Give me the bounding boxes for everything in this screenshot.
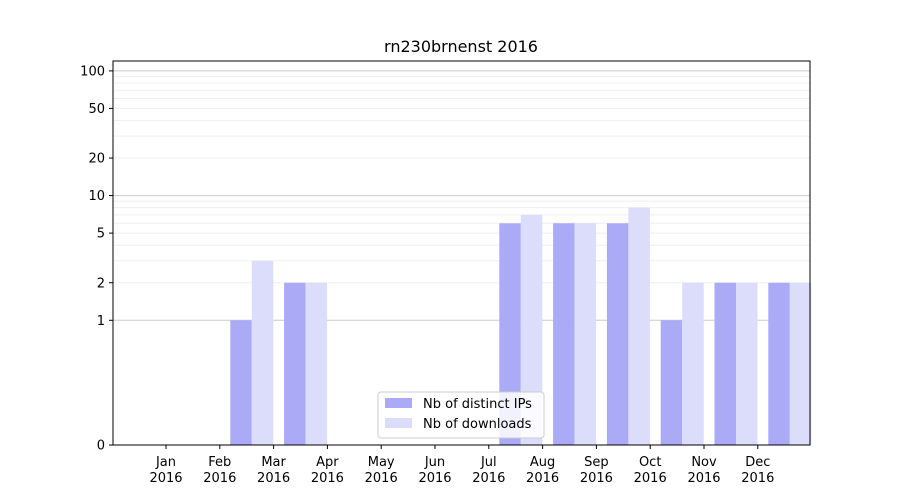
bar-distinct-ips (714, 282, 736, 445)
legend-label: Nb of distinct IPs (423, 397, 532, 412)
bar-distinct-ips (284, 282, 306, 445)
grid-lines (113, 70, 810, 321)
bar-distinct-ips (660, 320, 683, 445)
chart-title: rn230brnenst 2016 (384, 37, 538, 56)
legend-swatch (385, 398, 412, 408)
x-tick-label: Dec 2016 (741, 455, 774, 486)
bar-downloads (305, 282, 328, 445)
y-tick-label: 20 (88, 152, 105, 167)
x-tick-label: Mar 2016 (257, 455, 290, 486)
bar-downloads (789, 282, 812, 445)
x-tick-label: Jan 2016 (149, 455, 182, 486)
x-tick-label: Nov 2016 (687, 455, 720, 486)
legend-label: Nb of downloads (423, 417, 532, 432)
x-tick-label: Apr 2016 (311, 455, 344, 486)
bar-downloads (520, 214, 543, 445)
x-tick-label: May 2016 (365, 455, 398, 486)
x-tick-label: Aug 2016 (526, 455, 559, 486)
x-tick-label: Jun 2016 (418, 455, 451, 486)
y-tick-label: 100 (80, 64, 105, 79)
y-tick-label: 2 (97, 276, 105, 291)
bar-distinct-ips (553, 223, 575, 445)
bar-downloads (251, 260, 274, 445)
y-tick-label: 0 (97, 439, 105, 454)
y-axis: 0 1 2 5 10 20 50 100 (80, 64, 113, 454)
y-tick-label: 10 (88, 189, 105, 204)
bar-distinct-ips (230, 320, 252, 445)
y-tick-label: 1 (97, 314, 105, 329)
bar-distinct-ips (768, 282, 790, 445)
legend: Nb of distinct IPs Nb of downloads (377, 391, 545, 439)
x-tick-label: Feb 2016 (203, 455, 236, 486)
x-tick-label: Jul 2016 (472, 455, 505, 486)
bars (230, 207, 812, 445)
x-tick-label: Oct 2016 (634, 455, 667, 486)
plot-frame (112, 60, 811, 446)
y-tick-label: 5 (97, 227, 105, 242)
bar-downloads (574, 223, 597, 445)
bar-downloads (682, 282, 704, 445)
x-tick-label: Sep 2016 (580, 455, 613, 486)
legend-box (377, 391, 545, 439)
bar-downloads (628, 207, 650, 445)
bar-distinct-ips (606, 223, 629, 445)
bar-distinct-ips (499, 223, 521, 445)
bar-downloads (736, 282, 758, 445)
y-tick-label: 50 (88, 102, 105, 117)
x-axis: Jan 2016 Feb 2016 Mar 2016 Apr 2016 May 2016 Jun 20… (149, 445, 774, 486)
legend-swatch (385, 418, 412, 428)
